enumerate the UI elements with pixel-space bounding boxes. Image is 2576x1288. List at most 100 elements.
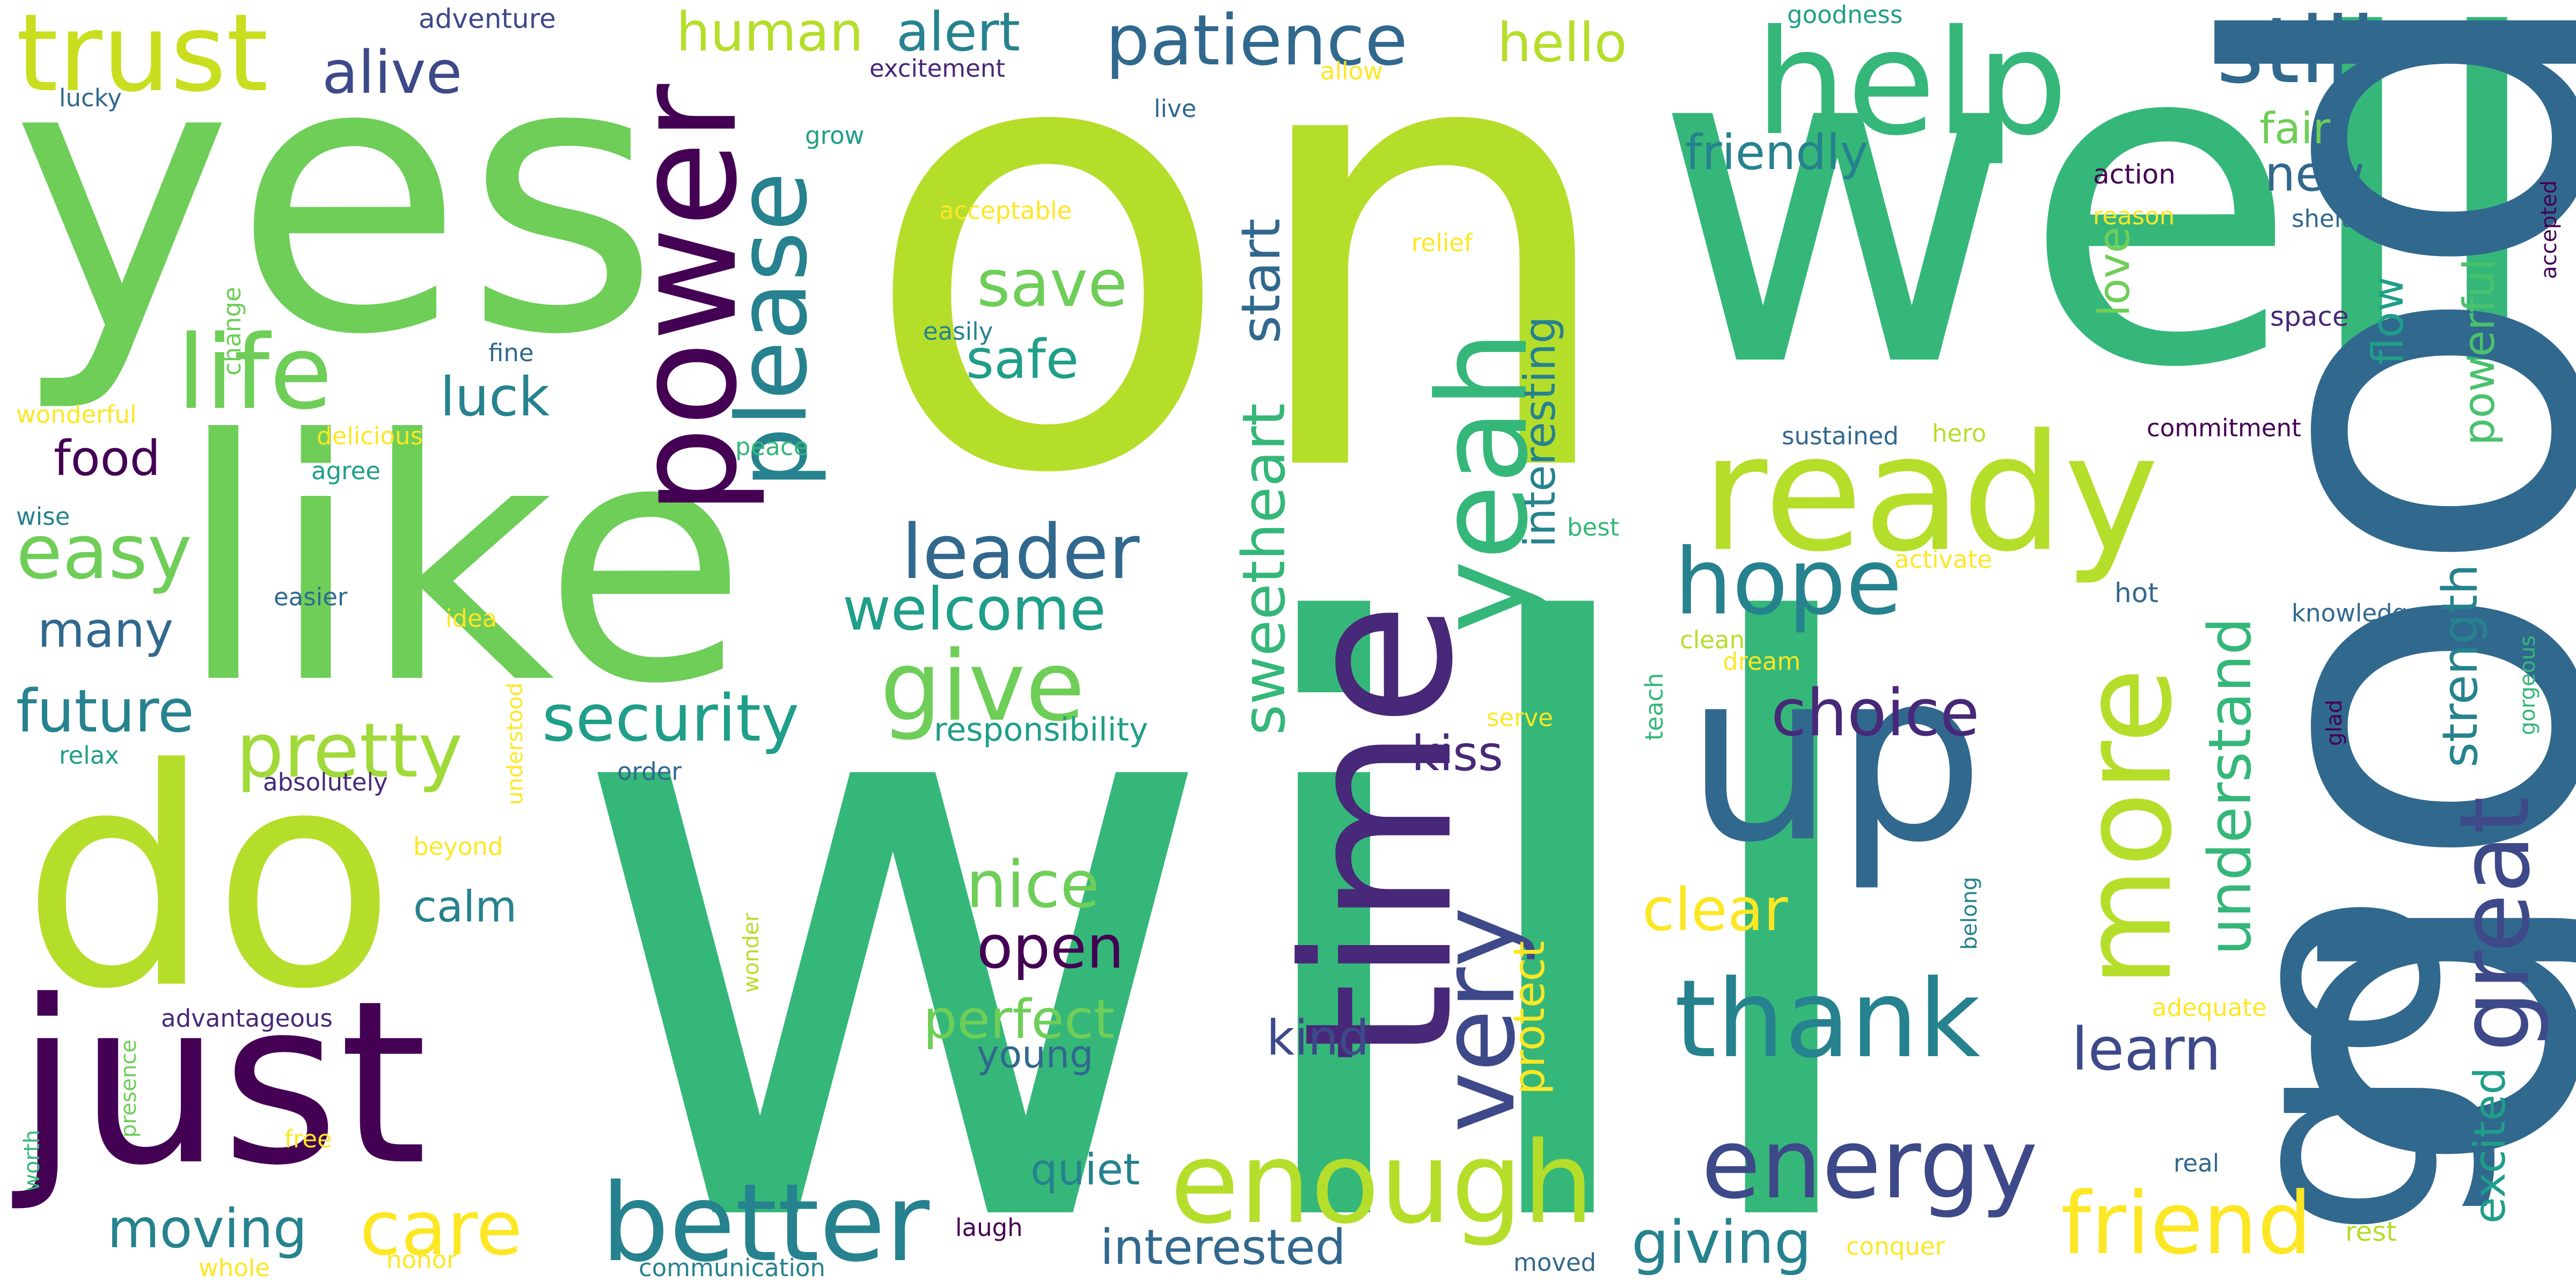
word-sweetheart: sweetheart [1230,403,1298,735]
word-honor: honor [386,1246,457,1274]
word-hero: hero [1932,419,1987,448]
word-delicious: delicious [317,422,423,450]
word-commitment: commitment [2147,414,2301,442]
word-interested: interested [1100,1219,1346,1276]
word-responsibility: responsibility [934,711,1148,749]
word-learn: learn [2072,1015,2221,1084]
word-just: just [16,953,428,1215]
word-friend: friend [2061,1173,2312,1274]
word-kiss: kiss [1411,726,1503,782]
word-sustained: sustained [1782,422,1899,450]
word-shelter: shelter [2292,204,2375,233]
word-future: future [16,677,194,745]
word-do: do [21,705,397,1055]
word-nice: nice [966,848,1100,923]
word-perfect: perfect [923,988,1115,1051]
word-conquer: conquer [1846,1232,1945,1261]
word-still: still [2216,0,2376,104]
word-safe: safe [966,328,1079,391]
word-leader: leader [902,509,1140,596]
word-help: help [1755,0,2068,167]
word-beyond: beyond [413,832,503,861]
word-friendly: friendly [1685,125,1869,181]
word-flow: flow [2363,276,2413,365]
word-order: order [617,757,682,786]
word-relax: relax [59,741,119,770]
word-action: action [2093,159,2176,190]
word-alive: alive [322,38,463,107]
word-gorgeous: gorgeous [2515,635,2540,735]
word-knowledge: knowledge [2292,599,2423,627]
word-human: human [676,1,863,63]
word-hope: hope [1674,529,1902,635]
word-alert: alert [896,1,1020,63]
word-belong: belong [1957,876,1982,950]
word-clean: clean [1680,626,1745,654]
word-giving: giving [1631,1208,1812,1277]
word-grow: grow [805,121,865,150]
word-live: live [1154,94,1197,123]
word-give: give [880,631,1085,743]
word-change: change [218,287,246,376]
word-relief: relief [1411,229,1473,257]
word-strength: strength [2432,564,2489,767]
word-reason: reason [2093,202,2175,230]
word-great: great [2439,796,2551,1052]
word-space: space [2270,301,2349,332]
word-care: care [360,1185,523,1272]
word-hot: hot [2114,577,2158,609]
word-understand: understand [2196,617,2264,955]
word-moved: moved [1513,1248,1597,1277]
word-dream: dream [1723,647,1801,676]
word-lucky: lucky [59,84,122,112]
word-kind: kind [1267,1010,1370,1066]
word-luck: luck [440,365,550,428]
word-adventure: adventure [419,3,556,34]
word-presence: presence [116,1040,141,1138]
word-easily: easily [923,317,993,346]
word-rest: rest [2345,1216,2397,1247]
word-many: many [38,602,174,658]
word-energy: energy [1701,1108,2038,1220]
word-like: like [177,370,748,757]
word-young: young [977,1033,1094,1077]
word-easy: easy [16,509,192,596]
word-patience: patience [1106,0,1408,81]
word-activate: activate [1894,545,1992,574]
word-teach: teach [1640,672,1668,741]
word-choice: choice [1771,676,1980,751]
word-open: open [977,913,1124,982]
word-best: best [1567,513,1620,541]
word-communication: communication [639,1254,826,1282]
word-save: save [977,247,1128,321]
word-will: will [564,465,1893,1288]
word-whole: whole [199,1254,270,1282]
word-more: more [2056,668,2199,987]
word-accepted: accepted [2537,180,2562,279]
word-clear: clear [1642,875,1788,944]
word-welcome: welcome [843,575,1106,643]
word-goodness: goodness [1787,1,1903,29]
word-wise: wise [16,502,70,531]
word-love: love [2089,226,2139,317]
word-agree: agree [311,457,381,485]
word-on: on [859,0,1628,609]
word-serve: serve [1487,704,1553,732]
word-powerful: powerful [2454,258,2504,445]
word-peace: peace [735,433,809,461]
word-trust: trust [16,0,269,116]
word-excited: excited [2465,1067,2515,1224]
word-life: life [177,313,333,432]
word-real: real [2174,1149,2220,1177]
word-hello: hello [1497,11,1627,74]
word-absolutely: absolutely [263,768,388,796]
word-well: well [1653,0,2550,466]
word-fair: fair [2259,104,2331,153]
word-worth: worth [20,1130,45,1191]
word-protect: protect [1504,941,1554,1095]
word-pretty: pretty [236,707,463,795]
word-calm: calm [413,882,517,932]
word-allow: allow [1320,57,1383,85]
word-moving: moving [107,1197,308,1260]
